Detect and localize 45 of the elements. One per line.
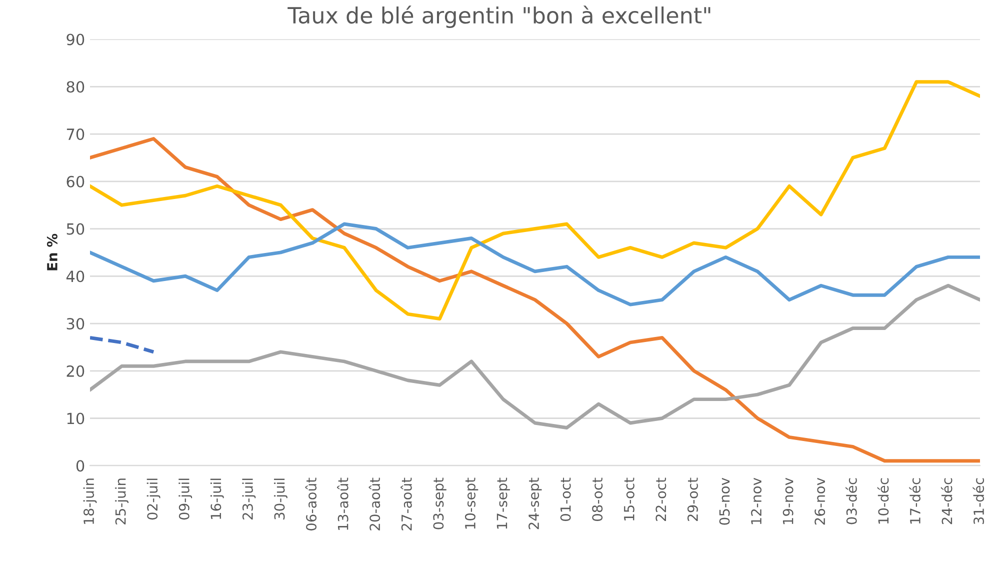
y-tick-label: 90 — [66, 34, 84, 46]
x-tick-label: 03-déc — [846, 478, 857, 524]
y-tick-label: 30 — [66, 318, 84, 330]
x-tick-label: 01-oct — [560, 478, 571, 522]
y-tick-label: 70 — [66, 128, 84, 140]
x-tick-label: 06-août — [305, 478, 317, 530]
x-tick-label: 16-juil — [210, 478, 224, 519]
x-tick-label: 30-juil — [274, 478, 288, 520]
y-tick-label: 80 — [66, 81, 84, 93]
line-series — [90, 222, 980, 306]
x-tick-label: 19-nov — [782, 478, 794, 524]
line-series — [90, 284, 980, 430]
x-tick-label: 24-sept — [528, 478, 542, 530]
x-tick-label: 25-juin — [115, 478, 129, 524]
y-tick-label: 10 — [67, 412, 84, 424]
x-tick-label: 31-déc — [972, 478, 984, 524]
x-tick-label: 18-juin — [83, 478, 97, 524]
x-tick-label: 05-nov — [719, 478, 730, 525]
x-tick-label: 24-déc — [940, 478, 952, 524]
line-series — [90, 80, 980, 321]
y-tick-label: 50 — [66, 223, 84, 235]
y-tick-label: 60 — [66, 176, 84, 188]
y-axis-title: En % — [46, 234, 58, 270]
x-tick-label: 15-oct — [624, 478, 634, 520]
line-series — [90, 137, 980, 463]
x-tick-label: 10-sept — [464, 478, 478, 529]
x-tick-label: 22-oct — [656, 478, 666, 521]
x-tick-label: 29-oct — [687, 478, 698, 521]
x-tick-label: 10-déc — [877, 478, 889, 524]
chart-title: Taux de blé argentin "bon à excellent" — [288, 6, 710, 28]
x-tick-label: 17-déc — [909, 478, 920, 524]
x-tick-label: 08-oct — [592, 478, 603, 522]
x-tick-label: 09-juil — [178, 478, 192, 520]
x-tick-label: 17-sept — [496, 478, 510, 529]
x-tick-label: 13-août — [337, 478, 348, 530]
x-tick-label: 12-nov — [751, 478, 762, 524]
y-tick-label: 0 — [76, 460, 84, 472]
x-tick-label: 02-juil — [146, 478, 160, 520]
x-tick-label: 27-août — [400, 478, 412, 530]
x-tick-label: 20-août — [368, 478, 380, 530]
y-tick-label: 40 — [66, 270, 84, 282]
x-tick-label: 26-nov — [814, 478, 826, 525]
x-tick-label: 23-juil — [242, 478, 256, 520]
y-tick-label: 20 — [66, 365, 84, 377]
x-tick-label: 03-sept — [433, 478, 446, 530]
